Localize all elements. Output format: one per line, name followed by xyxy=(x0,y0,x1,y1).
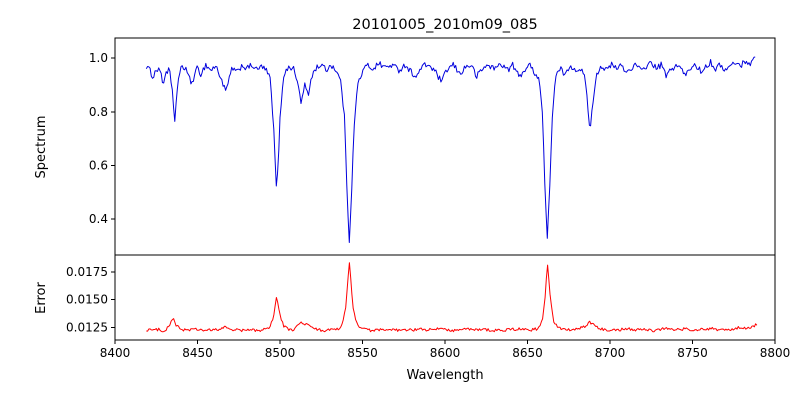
spectrum-line xyxy=(145,56,756,243)
x-axis-label: Wavelength xyxy=(406,368,483,383)
y-tick-label-error: 0.0125 xyxy=(66,321,108,335)
x-tick-label: 8750 xyxy=(677,346,708,360)
x-tick-label: 8500 xyxy=(265,346,296,360)
x-tick-label: 8450 xyxy=(182,346,213,360)
chart-title: 20101005_2010m09_085 xyxy=(352,17,537,33)
y-axis-label-error: Error xyxy=(34,282,49,314)
y-tick-label-spectrum: 0.8 xyxy=(89,105,108,119)
axes-frame-error xyxy=(114,254,776,341)
y-axis-label-spectrum: Spectrum xyxy=(34,116,49,179)
y-tick-label-spectrum: 0.4 xyxy=(89,212,108,226)
x-tick-label: 8600 xyxy=(430,346,461,360)
y-tick-label-error: 0.0175 xyxy=(66,265,108,279)
y-tick-label-spectrum: 0.6 xyxy=(89,158,108,172)
error-line xyxy=(146,262,758,333)
x-tick-label: 8700 xyxy=(595,346,626,360)
y-tick-label-spectrum: 1.0 xyxy=(89,51,108,65)
x-tick-label: 8800 xyxy=(760,346,791,360)
x-tick-label: 8650 xyxy=(512,346,543,360)
plot-layer: 1.0 0.8 0.6 0.4 0.0175 0.0150 0.0125 8400 8450 85… xyxy=(66,37,791,360)
y-tick-label-error: 0.0150 xyxy=(66,293,108,307)
x-tick-label: 8550 xyxy=(347,346,378,360)
x-tick-label: 8400 xyxy=(100,346,131,360)
axes-frame-spectrum xyxy=(114,37,776,256)
